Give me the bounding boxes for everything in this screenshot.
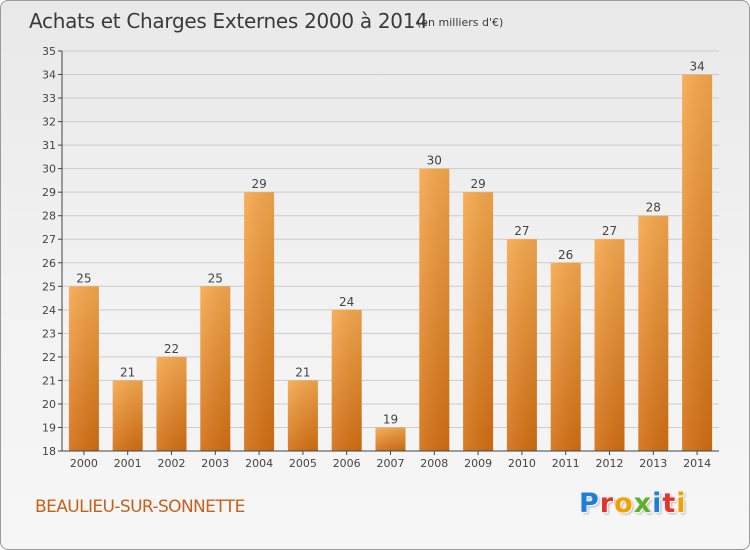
logo-letter: r [599,488,615,519]
logo-letter: i [652,488,663,519]
axes: 18 19 20 21 22 23 24 25 26 27 28 29 30 31 32 33 34 35 2000… [42,45,719,470]
bar-value-label: 34 [689,60,704,74]
bar-shade [682,74,713,451]
logo-letter: x [633,488,653,519]
x-tick-label: 2002 [158,457,186,470]
bar-shade [375,427,406,451]
bar-shade [506,239,537,451]
x-tick-label: 2012 [596,457,624,470]
bar-shade [419,168,450,451]
y-tick-label: 26 [42,257,56,270]
x-tick-label: 2009 [464,457,492,470]
bar-value-label: 25 [208,271,223,285]
x-tick-label: 2001 [114,457,142,470]
bar-shade [68,286,99,451]
bar-value-label: 24 [339,295,354,309]
bars: 25 21 22 25 29 21 24 19 30 29 27 26 27 28 34 [68,60,713,452]
y-tick-label: 21 [42,374,56,387]
bar-value-label: 21 [120,365,135,379]
city-name: BEAULIEU-SUR-SONNETTE [35,497,245,517]
y-tick-label: 31 [42,139,56,152]
y-tick-label: 27 [42,233,56,246]
y-tick-label: 28 [42,210,56,223]
bar-value-label: 21 [295,365,310,379]
y-tick-label: 24 [42,304,56,317]
x-tick-label: 2007 [377,457,405,470]
logo-letter: o [614,488,634,519]
bar-shade [287,380,318,451]
bar-shade [156,356,187,451]
x-tick-label: 2011 [552,457,580,470]
y-tick-label: 34 [42,69,56,82]
x-tick-label: 2013 [639,457,667,470]
y-tick-label: 18 [42,445,56,458]
y-tick-label: 33 [42,92,56,105]
proxiti-logo: Proxiti [579,488,687,519]
logo-letter: t [662,488,677,519]
y-tick-label: 32 [42,116,56,129]
chart-title: Achats et Charges Externes 2000 à 2014 [29,9,428,33]
bar-value-label: 26 [558,248,573,262]
bar-value-label: 29 [251,177,266,191]
y-tick-label: 25 [42,280,56,293]
bar-value-label: 30 [427,154,442,168]
bar-value-label: 22 [164,342,179,356]
bar-value-label: 25 [76,271,91,285]
bar-shade [112,380,143,451]
y-tick-label: 22 [42,351,56,364]
y-tick-label: 35 [42,45,56,58]
x-tick-label: 2003 [201,457,229,470]
bar-shade [638,215,669,451]
y-tick-label: 23 [42,327,56,340]
bar-shade [331,309,362,451]
y-tick-label: 19 [42,421,56,434]
x-tick-label: 2004 [245,457,273,470]
bar-value-label: 19 [383,412,398,426]
bar-value-label: 29 [470,177,485,191]
bar-shade [244,192,275,452]
bar-value-label: 28 [646,201,661,215]
bar-shade [594,239,625,451]
bar-value-label: 27 [602,224,617,238]
y-tick-label: 30 [42,163,56,176]
y-tick-label: 29 [42,186,56,199]
y-tick-label: 20 [42,398,56,411]
x-tick-label: 2008 [420,457,448,470]
bar-shade [200,286,231,451]
x-tick-label: 2006 [333,457,361,470]
logo-letter: i [676,488,687,519]
logo-letter: P [579,488,600,519]
bar-shade [463,192,494,452]
bar-value-label: 27 [514,224,529,238]
x-tick-label: 2014 [683,457,711,470]
x-tick-label: 2010 [508,457,536,470]
bar-shade [550,262,581,451]
x-tick-label: 2000 [70,457,98,470]
chart-subtitle: (en milliers d'€) [417,16,504,29]
x-tick-label: 2005 [289,457,317,470]
